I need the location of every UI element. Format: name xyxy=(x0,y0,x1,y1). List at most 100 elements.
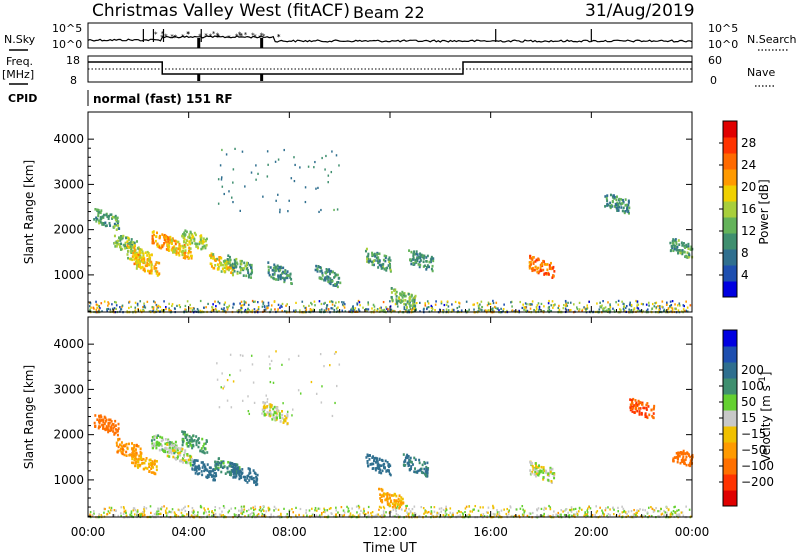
scatter-cell xyxy=(552,306,554,309)
scatter-cell xyxy=(394,515,396,518)
scatter-cell xyxy=(117,445,120,449)
scatter-cell xyxy=(341,309,344,312)
scatter-cell xyxy=(113,432,116,435)
scatter-cell xyxy=(688,463,691,467)
scatter-cell xyxy=(236,514,239,517)
scatter-cell xyxy=(387,258,390,261)
scatter-cell xyxy=(257,172,259,175)
scatter-cell xyxy=(552,474,555,478)
scatter-cell xyxy=(386,500,389,503)
scatter-cell xyxy=(685,309,687,312)
scatter-cell xyxy=(400,503,403,507)
scatter-cell xyxy=(288,199,290,202)
scatter-cell xyxy=(270,304,273,307)
scatter-cell xyxy=(234,464,237,468)
scatter-cell xyxy=(184,241,187,245)
scatter-cell xyxy=(376,308,379,311)
scatter-cell xyxy=(241,399,244,402)
scatter-cell xyxy=(200,236,203,239)
scatter-cell xyxy=(578,308,581,311)
scatter-cell xyxy=(270,404,273,407)
scatter-cell xyxy=(272,415,275,419)
scatter-cell xyxy=(263,306,266,309)
scatter-cell xyxy=(122,505,125,509)
scatter-cell xyxy=(321,274,324,277)
scatter-cell xyxy=(381,500,384,504)
scatter-cell xyxy=(469,510,472,513)
scatter-cell xyxy=(131,442,134,445)
scatter-cell xyxy=(149,458,152,462)
scatter-cell xyxy=(163,233,166,237)
scatter-cell xyxy=(677,309,680,312)
scatter-cell xyxy=(680,241,683,245)
scatter-cell xyxy=(330,507,332,510)
scatter-cell xyxy=(190,444,193,447)
scatter-cell xyxy=(464,510,466,514)
scatter-cell xyxy=(231,262,234,266)
scatter-cell xyxy=(227,511,230,514)
scatter-cell xyxy=(195,469,198,473)
scatter-cell xyxy=(224,261,227,264)
scatter-cell xyxy=(682,308,685,311)
scatter-cell xyxy=(142,305,144,309)
scatter-cell xyxy=(235,257,238,261)
scatter-cell xyxy=(214,472,217,475)
scatter-cell xyxy=(650,408,653,412)
scatter-cell xyxy=(198,240,201,244)
scatter-cell xyxy=(629,403,632,407)
scatter-cell xyxy=(445,513,448,516)
scatter-cell xyxy=(206,476,209,480)
scatter-cell xyxy=(208,513,211,517)
scatter-cell xyxy=(109,509,112,512)
scatter-cell xyxy=(138,514,141,517)
scatter-cell xyxy=(509,505,512,508)
scatter-cell xyxy=(401,296,404,299)
scatter-cell xyxy=(440,507,443,510)
scatter-cell xyxy=(239,259,242,263)
scatter-cell xyxy=(547,472,550,476)
scatter-cell xyxy=(376,259,379,262)
scatter-cell xyxy=(135,267,138,270)
scatter-cell xyxy=(530,263,533,266)
scatter-cell xyxy=(689,455,692,459)
scatter-cell xyxy=(127,242,130,246)
scatter-cell xyxy=(279,420,282,423)
scatter-cell xyxy=(429,258,432,261)
scatter-cell xyxy=(337,310,339,313)
scatter-cell xyxy=(102,420,105,424)
scatter-cell xyxy=(566,304,569,307)
scatter-cell xyxy=(120,308,122,311)
scatter-cell xyxy=(175,253,178,256)
scatter-cell xyxy=(247,307,249,310)
scatter-cell xyxy=(405,504,407,508)
scatter-cell xyxy=(394,503,397,507)
scatter-cell xyxy=(502,309,505,312)
scatter-cell xyxy=(635,407,638,411)
scatter-cell xyxy=(119,245,122,248)
scatter-cell xyxy=(373,457,376,460)
scatter-cell xyxy=(380,487,383,491)
scatter-cell xyxy=(239,470,242,474)
scatter-cell xyxy=(214,264,217,267)
scatter-cell xyxy=(351,507,353,510)
scatter-cell xyxy=(215,474,218,478)
scatter-cell xyxy=(478,305,480,309)
scatter-cell xyxy=(218,406,221,409)
scatter-cell xyxy=(387,308,389,311)
scatter-cell xyxy=(286,410,289,413)
scatter-cell xyxy=(112,423,115,426)
scatter-cell xyxy=(323,507,325,510)
scatter-cell xyxy=(394,501,397,505)
scatter-cell xyxy=(528,263,531,267)
scatter-cell xyxy=(182,240,185,243)
scatter-cell xyxy=(268,508,271,511)
scatter-cell xyxy=(177,508,180,511)
scatter-cell xyxy=(335,154,338,157)
scatter-cell xyxy=(415,250,418,253)
scatter-cell xyxy=(175,250,178,253)
scatter-cell xyxy=(330,170,333,174)
scatter-cell xyxy=(118,443,121,447)
scatter-cell xyxy=(181,438,184,442)
scatter-cell xyxy=(142,255,145,259)
scatter-cell xyxy=(413,304,416,308)
